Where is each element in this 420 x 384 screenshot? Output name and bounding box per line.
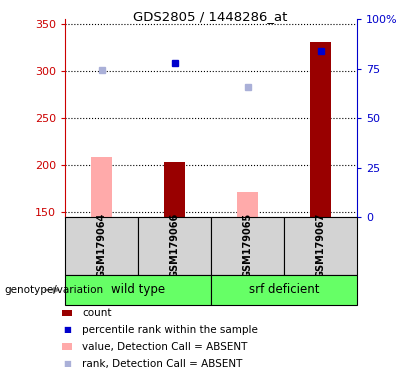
Text: GSM179066: GSM179066 [170, 213, 180, 278]
Text: wild type: wild type [111, 283, 165, 296]
Text: GSM179064: GSM179064 [97, 213, 107, 278]
Text: GSM179065: GSM179065 [242, 213, 252, 278]
Text: percentile rank within the sample: percentile rank within the sample [82, 325, 258, 335]
Text: ■: ■ [63, 359, 71, 368]
Bar [65, 275, 211, 305]
Text: GSM179067: GSM179067 [315, 213, 326, 278]
Bar [92, 157, 112, 217]
Bar [65, 217, 138, 275]
Text: ■: ■ [63, 325, 71, 334]
Text: value, Detection Call = ABSENT: value, Detection Call = ABSENT [82, 342, 247, 352]
Bar [284, 217, 357, 275]
Text: genotype/variation: genotype/variation [4, 285, 103, 295]
Bar [310, 42, 331, 217]
Bar [237, 192, 258, 217]
Bar [138, 217, 211, 275]
Text: rank, Detection Call = ABSENT: rank, Detection Call = ABSENT [82, 359, 242, 369]
Text: count: count [82, 308, 111, 318]
Text: GDS2805 / 1448286_at: GDS2805 / 1448286_at [133, 10, 287, 23]
Text: srf deficient: srf deficient [249, 283, 319, 296]
Bar [211, 217, 284, 275]
Bar [164, 162, 185, 217]
Bar [211, 275, 357, 305]
